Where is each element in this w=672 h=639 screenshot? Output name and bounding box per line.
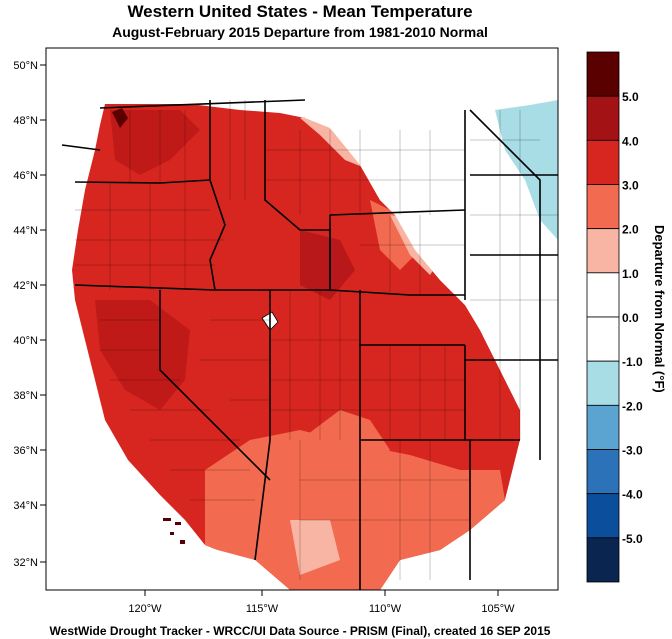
latitude-tick-label: 32°N [13, 557, 38, 569]
latitude-tick-label: 48°N [13, 115, 38, 127]
colorbar-tick-label: -1.0 [622, 355, 643, 369]
colorbar-swatch [586, 316, 620, 362]
latitude-axis: 50°N 48°N 46°N 44°N 42°N 40°N 38°N 36°N 34°N 32°N [13, 60, 46, 569]
colorbar-tick-label: 0.0 [622, 311, 639, 325]
cool-anomaly-region [495, 100, 558, 240]
latitude-tick-label: 36°N [13, 445, 38, 457]
map-panel [46, 48, 558, 590]
colorbar-tick-label: -4.0 [622, 488, 643, 502]
strong-anomaly-region [95, 300, 190, 410]
mexico-region [205, 548, 290, 590]
longitude-tick-label: 110°W [369, 603, 402, 615]
moderate-anomaly-region [300, 410, 390, 470]
moderate-anomaly-region [370, 200, 420, 270]
channel-islands [163, 518, 185, 544]
light-anomaly-region [290, 520, 340, 575]
neutral-region [300, 80, 558, 590]
longitude-tick-label: 105°W [481, 603, 515, 615]
colorbar-labels: 5.0 4.0 3.0 2.0 1.0 0.0 -1.0 -2.0 -3.0 -4.0 -5.0 [622, 90, 643, 546]
colorbar-tick-label: 1.0 [622, 267, 639, 281]
colorbar-swatch [586, 272, 620, 318]
colorbar-title: Departure from Normal (°F) [652, 225, 667, 393]
colorbar-tick-label: -2.0 [622, 399, 643, 413]
colorbar-swatch [586, 537, 620, 583]
colorbar-swatch [586, 228, 620, 274]
colorbar-swatch [586, 51, 620, 97]
colorbar-swatch [586, 95, 620, 141]
colorbar-swatch [586, 493, 620, 539]
latitude-tick-label: 42°N [13, 280, 38, 292]
longitude-axis: 120°W 115°W 110°W 105°W [128, 590, 515, 615]
map-subtitle: August-February 2015 Departure from 1981… [112, 24, 488, 40]
latitude-tick-label: 44°N [13, 225, 38, 237]
colorbar-tick-label: -3.0 [622, 444, 643, 458]
puget-sound [112, 108, 128, 128]
footer-credit: WestWide Drought Tracker - WRCC/UI Data … [49, 624, 551, 638]
county-boundaries [75, 100, 558, 580]
longitude-tick-label: 115°W [246, 603, 279, 615]
strong-anomaly-region [300, 230, 355, 300]
canada-region [46, 48, 558, 100]
colorbar-swatch [586, 360, 620, 406]
map-frame [45, 47, 559, 591]
latitude-tick-label: 34°N [13, 500, 38, 512]
latitude-tick-label: 46°N [13, 170, 38, 182]
colorbar-swatch [586, 449, 620, 495]
latitude-tick-label: 38°N [13, 390, 38, 402]
colorbar-tick-label: 5.0 [622, 90, 639, 104]
colorbar-swatch [586, 139, 620, 185]
map-title: Western United States - Mean Temperature [127, 2, 473, 21]
colorbar-tick-label: -5.0 [622, 532, 643, 546]
colorbar-swatch [586, 184, 620, 230]
state-boundaries [61, 99, 558, 590]
colorbar [586, 51, 620, 583]
colorbar-swatch [586, 404, 620, 450]
colorbar-tick-label: 4.0 [622, 134, 639, 148]
colorbar-tick-label: 3.0 [622, 179, 639, 193]
colorbar-tick-label: 2.0 [622, 223, 639, 237]
latitude-tick-label: 40°N [13, 335, 38, 347]
latitude-tick-label: 50°N [13, 60, 38, 72]
longitude-tick-label: 120°W [128, 603, 162, 615]
strong-anomaly-region [110, 110, 200, 175]
